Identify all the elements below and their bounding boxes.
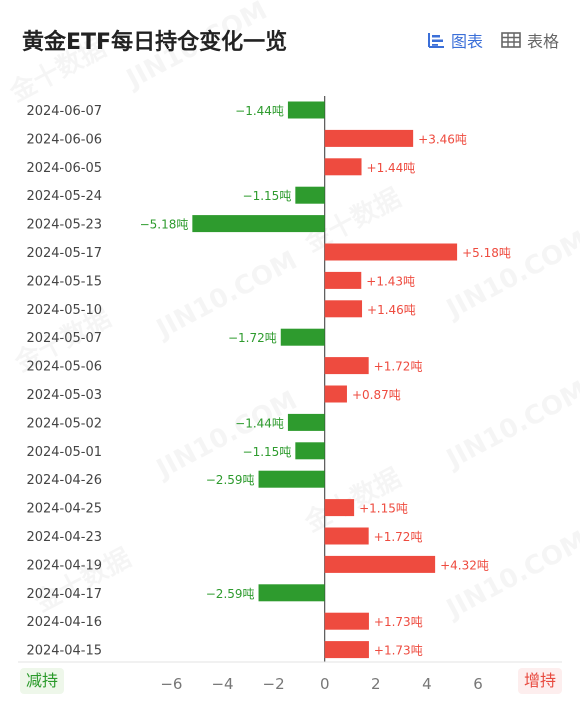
category-label: 2024-05-23 bbox=[26, 218, 102, 233]
increase-legend-tag: 增持 bbox=[518, 668, 563, 694]
x-tick-label: −2 bbox=[263, 675, 285, 693]
category-label: 2024-05-03 bbox=[26, 388, 102, 403]
bar bbox=[324, 300, 363, 318]
bar-value-label: −5.18吨 bbox=[140, 218, 189, 232]
category-label: 2024-06-06 bbox=[26, 132, 102, 147]
category-label: 2024-06-07 bbox=[26, 104, 102, 119]
table-icon bbox=[501, 32, 521, 48]
category-label: 2024-04-16 bbox=[26, 615, 102, 630]
bar-value-label: +5.18吨 bbox=[462, 246, 511, 260]
x-tick-label: −4 bbox=[211, 675, 233, 693]
bar-value-label: +3.46吨 bbox=[418, 132, 467, 146]
bar bbox=[287, 413, 325, 431]
page-title: 黄金ETF每日持仓变化一览 bbox=[22, 30, 288, 55]
bar bbox=[324, 385, 347, 403]
tab-table-label: 表格 bbox=[527, 32, 560, 51]
category-label: 2024-04-19 bbox=[26, 558, 102, 573]
category-label: 2024-04-23 bbox=[26, 530, 102, 545]
tab-chart-label: 图表 bbox=[451, 32, 484, 51]
category-label: 2024-05-01 bbox=[26, 445, 102, 460]
x-tick-label: −6 bbox=[160, 675, 182, 693]
bar-value-label: −1.15吨 bbox=[243, 189, 292, 203]
bar-value-label: +1.46吨 bbox=[367, 303, 416, 317]
bar bbox=[324, 158, 362, 176]
category-label: 2024-04-17 bbox=[26, 587, 102, 602]
bar bbox=[295, 442, 325, 460]
chart-header: 黄金ETF每日持仓变化一览 图表 表格 bbox=[0, 0, 580, 80]
decrease-legend-tag: 减持 bbox=[20, 668, 65, 694]
category-label: 2024-05-06 bbox=[26, 360, 102, 375]
bar-value-label: −1.15吨 bbox=[243, 445, 292, 459]
x-tick-label: 0 bbox=[320, 675, 330, 693]
bar bbox=[324, 612, 369, 630]
bar bbox=[324, 527, 369, 545]
bar bbox=[258, 470, 325, 488]
bar bbox=[324, 641, 369, 659]
category-label: 2024-05-17 bbox=[26, 246, 102, 261]
bar bbox=[295, 186, 325, 204]
bar-value-label: −2.59吨 bbox=[206, 587, 255, 601]
category-label: 2024-04-25 bbox=[26, 502, 102, 517]
x-tick-label: 6 bbox=[473, 675, 483, 693]
bar-value-label: +1.73吨 bbox=[374, 615, 423, 629]
bar-value-label: +1.72吨 bbox=[374, 360, 423, 374]
bar-value-label: −1.72吨 bbox=[228, 331, 277, 345]
bar bbox=[192, 215, 325, 233]
bar bbox=[324, 243, 458, 261]
bar-value-label: −2.59吨 bbox=[206, 473, 255, 487]
category-label: 2024-05-10 bbox=[26, 303, 102, 318]
x-tick-label: 2 bbox=[371, 675, 381, 693]
category-label: 2024-05-07 bbox=[26, 331, 102, 346]
bar bbox=[324, 499, 355, 517]
category-label: 2024-05-02 bbox=[26, 416, 102, 431]
category-label: 2024-06-05 bbox=[26, 161, 102, 176]
bar-value-label: +1.15吨 bbox=[359, 502, 408, 516]
tab-chart[interactable]: 图表 bbox=[427, 28, 483, 52]
bar-value-label: +1.73吨 bbox=[374, 644, 423, 658]
bar bbox=[287, 101, 325, 119]
bar-value-label: +1.72吨 bbox=[374, 530, 423, 544]
bar-value-label: −1.44吨 bbox=[235, 104, 284, 118]
bar-value-label: +0.87吨 bbox=[352, 388, 401, 402]
bar-value-label: +1.43吨 bbox=[366, 274, 415, 288]
x-tick-label: 4 bbox=[422, 675, 432, 693]
bar-chart-icon bbox=[428, 33, 444, 48]
bar-value-label: +1.44吨 bbox=[367, 161, 416, 175]
category-label: 2024-05-24 bbox=[26, 189, 102, 204]
bar bbox=[324, 271, 362, 289]
category-label: 2024-04-26 bbox=[26, 473, 102, 488]
bar bbox=[324, 129, 414, 147]
bar bbox=[280, 328, 325, 346]
tab-table[interactable]: 表格 bbox=[501, 28, 559, 52]
bar bbox=[324, 555, 436, 573]
category-label: 2024-04-15 bbox=[26, 644, 102, 659]
category-label: 2024-05-15 bbox=[26, 274, 102, 289]
bar-value-label: −1.44吨 bbox=[235, 416, 284, 430]
bar-value-label: +4.32吨 bbox=[440, 558, 489, 572]
bar bbox=[324, 357, 369, 375]
bar bbox=[258, 584, 325, 602]
